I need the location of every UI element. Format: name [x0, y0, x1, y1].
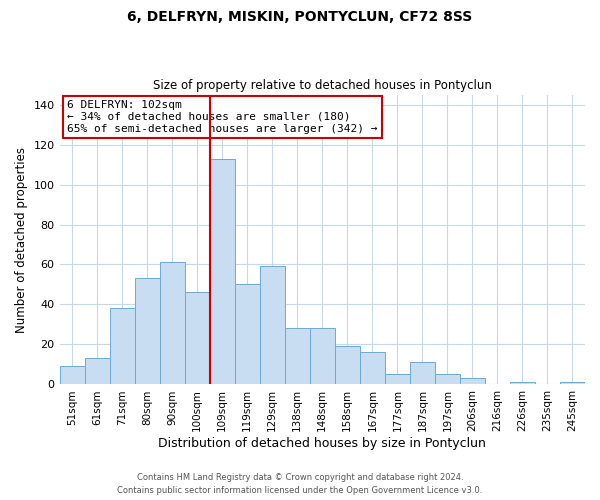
Bar: [410, 362, 435, 384]
Y-axis label: Number of detached properties: Number of detached properties: [15, 146, 28, 332]
Bar: [209, 158, 235, 384]
Bar: [185, 292, 209, 384]
Bar: [134, 278, 160, 384]
Title: Size of property relative to detached houses in Pontyclun: Size of property relative to detached ho…: [153, 79, 492, 92]
Bar: [435, 374, 460, 384]
Bar: [59, 366, 85, 384]
Bar: [235, 284, 260, 384]
Bar: [360, 352, 385, 384]
Bar: [460, 378, 485, 384]
Text: 6 DELFRYN: 102sqm
← 34% of detached houses are smaller (180)
65% of semi-detache: 6 DELFRYN: 102sqm ← 34% of detached hous…: [67, 100, 378, 134]
Bar: [560, 382, 585, 384]
Text: Contains HM Land Registry data © Crown copyright and database right 2024.
Contai: Contains HM Land Registry data © Crown c…: [118, 474, 482, 495]
Text: 6, DELFRYN, MISKIN, PONTYCLUN, CF72 8SS: 6, DELFRYN, MISKIN, PONTYCLUN, CF72 8SS: [127, 10, 473, 24]
Bar: [110, 308, 134, 384]
Bar: [160, 262, 185, 384]
Bar: [510, 382, 535, 384]
Bar: [310, 328, 335, 384]
Bar: [85, 358, 110, 384]
Bar: [285, 328, 310, 384]
Bar: [260, 266, 285, 384]
Bar: [385, 374, 410, 384]
Bar: [335, 346, 360, 385]
X-axis label: Distribution of detached houses by size in Pontyclun: Distribution of detached houses by size …: [158, 437, 486, 450]
